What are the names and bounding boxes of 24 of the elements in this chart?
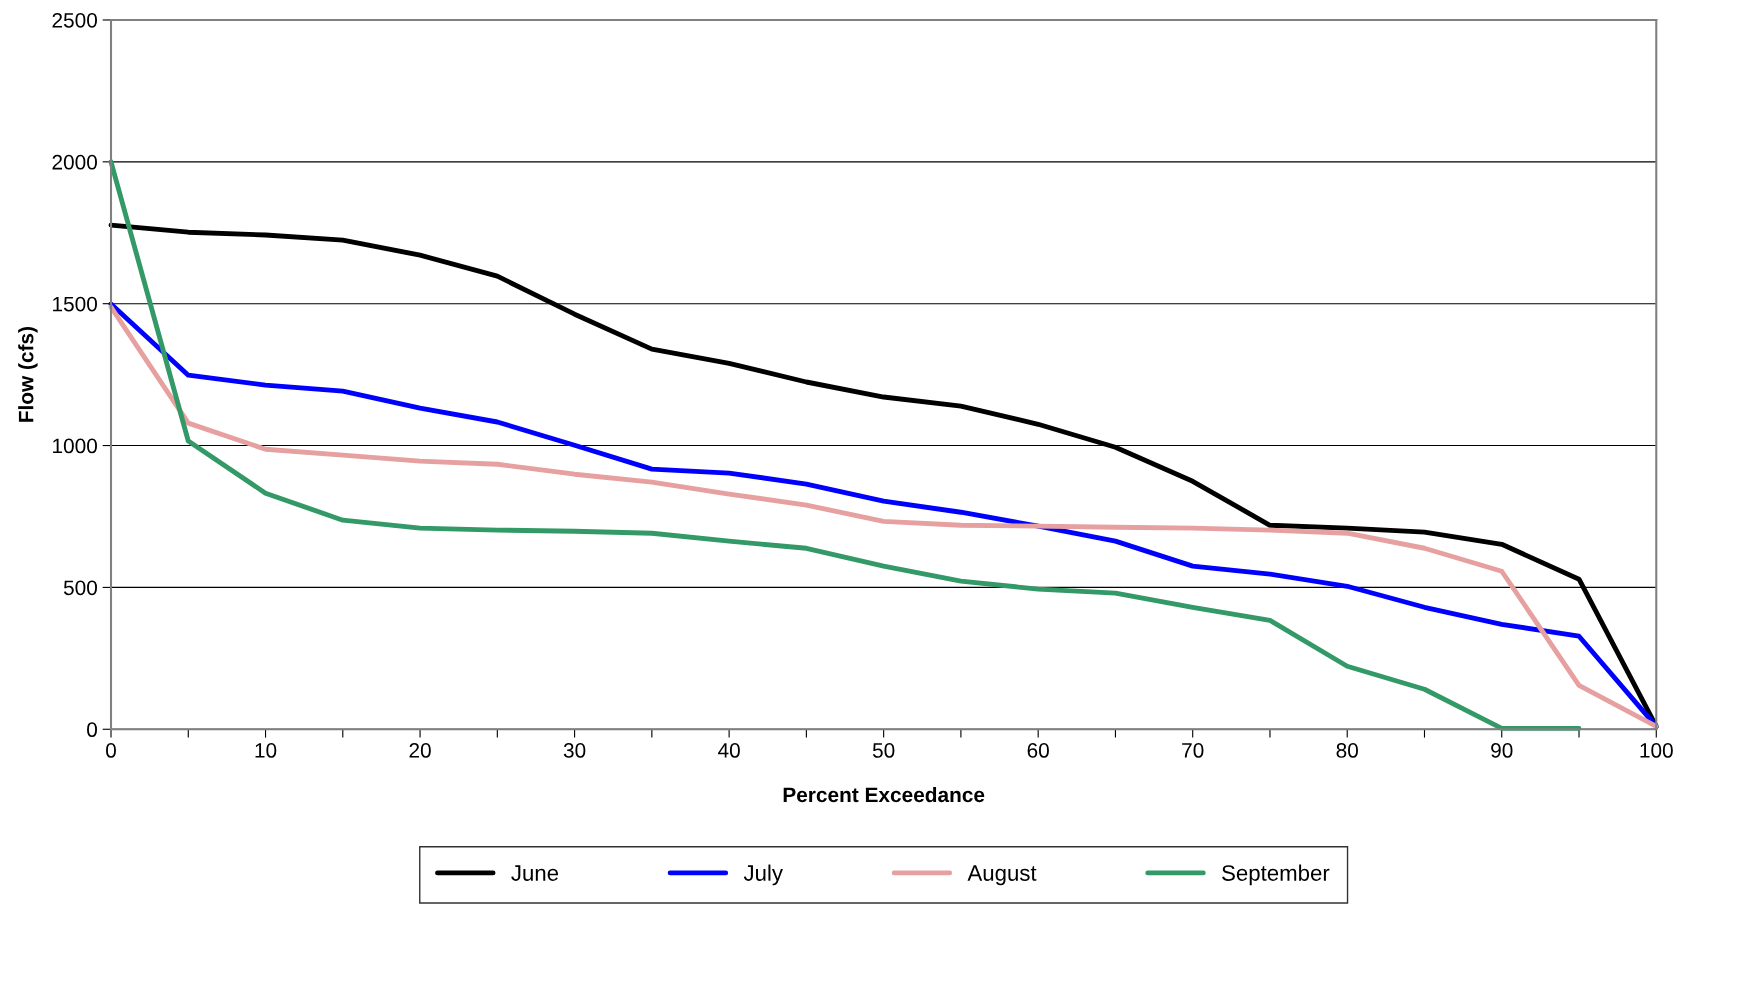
x-tick-label: 40	[718, 743, 740, 758]
legend-label: September	[1222, 864, 1330, 886]
y-tick-label: 1000	[53, 438, 97, 454]
y-tick-label: 2500	[52, 12, 97, 28]
x-tick-label: 90	[1491, 743, 1513, 758]
x-tick-label: 50	[872, 743, 895, 758]
x-tick-label: 0	[106, 743, 116, 758]
x-tick-label: 80	[1336, 743, 1358, 758]
legend-label: July	[743, 864, 783, 886]
x-axis-title: Percent Exceedance	[783, 786, 985, 803]
y-tick-label: 1500	[53, 296, 97, 312]
y-tick-label: 0	[87, 722, 97, 738]
y-axis-title: Flow (cfs)	[18, 327, 38, 422]
y-tick-label: 500	[63, 580, 97, 596]
legend-label: August	[967, 865, 1037, 886]
x-tick-label: 60	[1027, 743, 1049, 758]
x-tick-label: 30	[563, 743, 586, 758]
x-tick-label: 100	[1640, 743, 1673, 758]
legend-label: June	[511, 865, 559, 881]
x-tick-label: 70	[1182, 743, 1204, 758]
x-tick-label: 20	[409, 743, 431, 758]
line-series	[108, 159, 1582, 731]
x-tick-label: 10	[255, 743, 277, 758]
y-tick-label: 2000	[52, 154, 97, 170]
